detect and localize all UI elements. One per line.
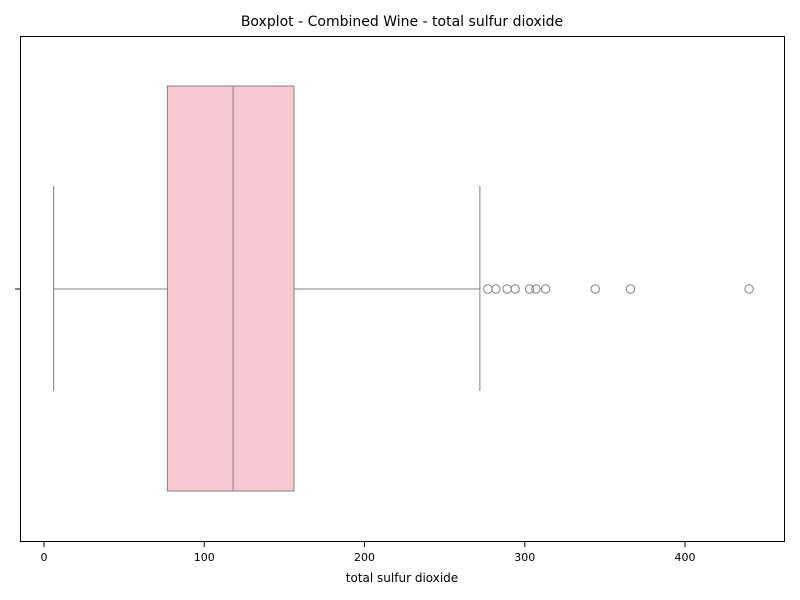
outlier-point xyxy=(510,284,520,294)
box-layer xyxy=(53,85,481,492)
outlier-layer xyxy=(483,284,754,294)
outlier-point xyxy=(744,284,754,294)
x-axis-label: total sulfur dioxide xyxy=(346,571,458,585)
outlier-point xyxy=(540,284,551,294)
outlier-point xyxy=(491,284,501,294)
x-tick-label: 400 xyxy=(675,551,696,564)
outlier-point xyxy=(590,284,600,294)
plot-area-frame xyxy=(20,36,785,542)
x-tick-label: 200 xyxy=(354,551,375,564)
outlier-point xyxy=(502,284,512,294)
x-axis-ticks: 0 100 200 300 400 xyxy=(41,542,696,564)
iqr-box xyxy=(166,85,295,492)
outlier-point xyxy=(524,284,535,294)
chart-title: Boxplot - Combined Wine - total sulfur d… xyxy=(241,14,563,30)
outlier-point xyxy=(531,284,541,294)
x-tick-label: 0 xyxy=(41,551,48,564)
x-tick-label: 100 xyxy=(194,551,215,564)
outlier-point xyxy=(483,284,493,294)
outlier-point xyxy=(625,284,636,294)
x-tick-label: 300 xyxy=(514,551,535,564)
